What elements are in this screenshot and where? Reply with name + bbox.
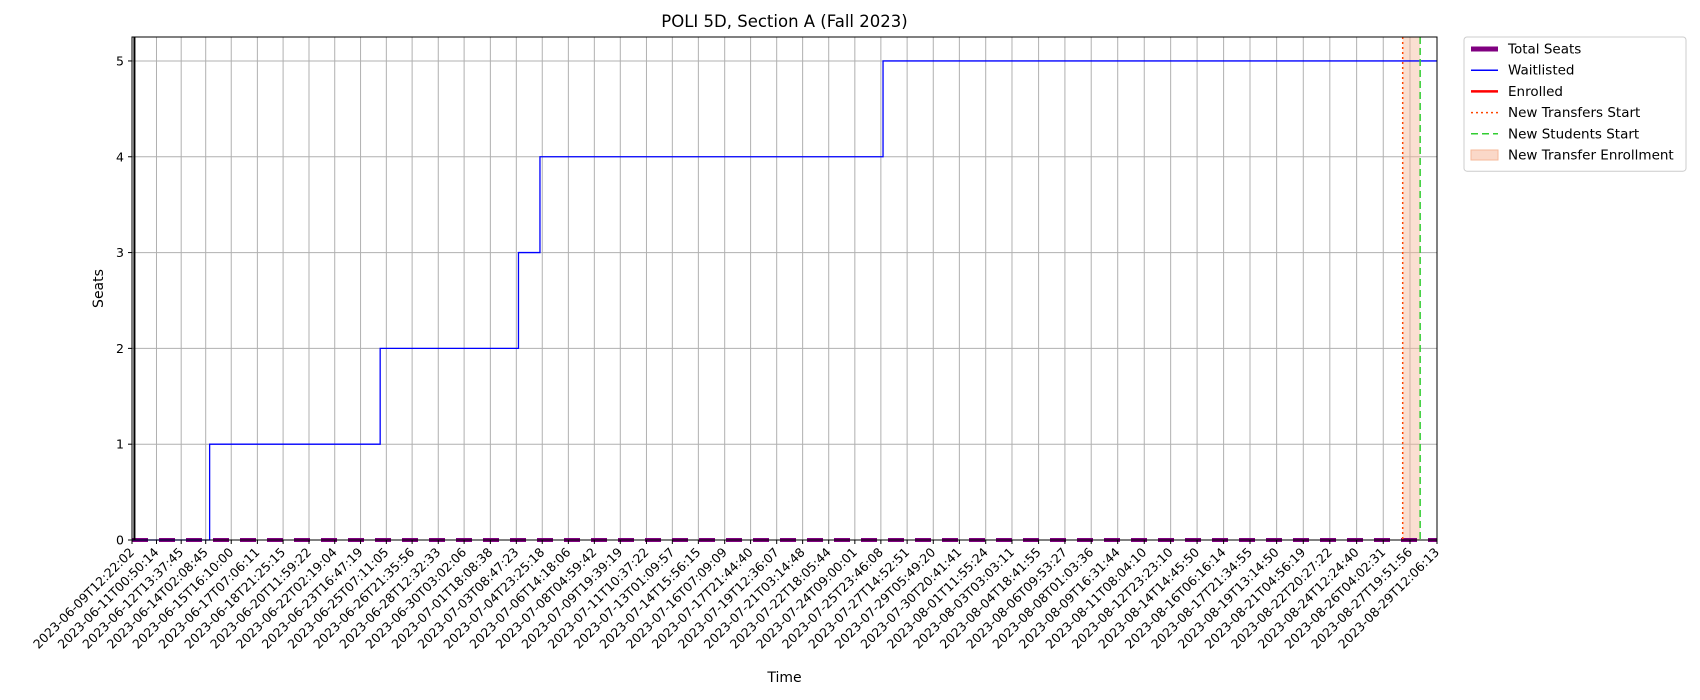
legend-label-new-transfers-start: New Transfers Start [1508, 105, 1640, 121]
y-axis-label: Seats [91, 269, 107, 308]
grid [131, 37, 1438, 541]
legend-label-waitlisted: Waitlisted [1508, 63, 1575, 79]
chart-title: POLI 5D, Section A (Fall 2023) [661, 12, 907, 31]
y-tick-label: 1 [116, 437, 124, 452]
reference-lines [133, 37, 1421, 540]
y-tick-label: 0 [116, 533, 124, 548]
shaded-region-transfer-enrollment [1402, 37, 1421, 540]
y-tick-label: 3 [116, 245, 124, 260]
series-line-waitlisted [132, 60, 1437, 541]
x-axis: 2023-06-09T12:22:022023-06-11T00:50:1420… [30, 540, 1442, 652]
shaded-regions [1402, 37, 1421, 540]
legend-label-new-students-start: New Students Start [1508, 126, 1639, 142]
legend: Total Seats Waitlisted Enrolled New Transfe… [1463, 36, 1687, 172]
y-axis: 0 1 2 3 4 5 [116, 53, 132, 548]
y-tick-label: 2 [116, 341, 124, 356]
legend-label-enrolled: Enrolled [1508, 84, 1563, 100]
x-axis-label: Time [766, 670, 801, 686]
series [132, 60, 1437, 542]
legend-box [1463, 36, 1687, 172]
legend-label-total-seats: Total Seats [1507, 42, 1581, 58]
plot-frame [131, 36, 1438, 541]
legend-label-new-transfer-enrollment: New Transfer Enrollment [1508, 148, 1674, 164]
y-tick-label: 5 [116, 53, 124, 68]
legend-swatch-new-transfer-enrollment [1470, 149, 1499, 161]
y-tick-label: 4 [116, 149, 124, 164]
